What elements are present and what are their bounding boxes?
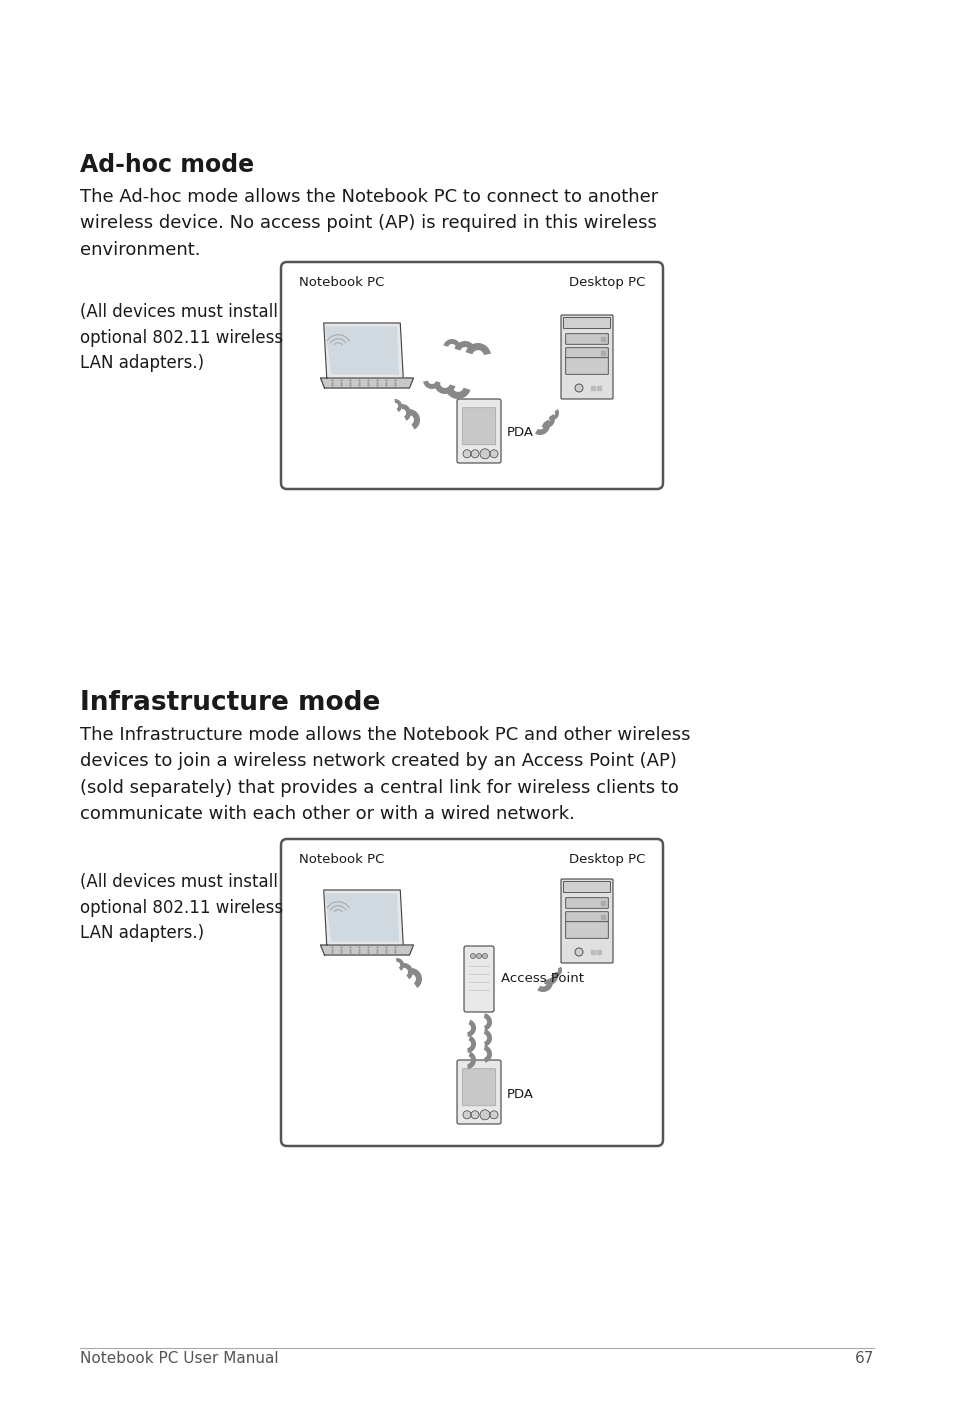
Polygon shape xyxy=(395,959,403,971)
Polygon shape xyxy=(454,340,476,352)
Circle shape xyxy=(476,953,481,959)
FancyBboxPatch shape xyxy=(456,398,500,464)
Circle shape xyxy=(462,450,471,458)
Polygon shape xyxy=(445,387,470,398)
Circle shape xyxy=(482,953,487,959)
Polygon shape xyxy=(541,414,555,428)
Circle shape xyxy=(470,953,475,959)
Text: Notebook PC: Notebook PC xyxy=(298,277,384,289)
Polygon shape xyxy=(483,1029,492,1046)
FancyBboxPatch shape xyxy=(565,333,608,345)
FancyBboxPatch shape xyxy=(565,357,608,374)
Polygon shape xyxy=(323,323,403,379)
Polygon shape xyxy=(323,891,403,944)
Polygon shape xyxy=(535,420,550,435)
Polygon shape xyxy=(467,1035,476,1054)
Polygon shape xyxy=(465,343,490,354)
Polygon shape xyxy=(402,963,413,980)
Polygon shape xyxy=(543,971,558,986)
FancyBboxPatch shape xyxy=(463,946,494,1012)
Polygon shape xyxy=(434,384,455,394)
FancyBboxPatch shape xyxy=(456,1061,500,1124)
FancyBboxPatch shape xyxy=(565,922,608,939)
FancyBboxPatch shape xyxy=(462,1069,495,1106)
Circle shape xyxy=(575,384,582,391)
Circle shape xyxy=(490,450,497,458)
Text: 67: 67 xyxy=(854,1351,873,1366)
Text: The Ad-hoc mode allows the Notebook PC to connect to another
wireless device. No: The Ad-hoc mode allows the Notebook PC t… xyxy=(80,189,658,259)
FancyBboxPatch shape xyxy=(565,912,608,922)
FancyBboxPatch shape xyxy=(565,898,608,909)
Text: Desktop PC: Desktop PC xyxy=(568,854,644,866)
Circle shape xyxy=(479,450,490,459)
FancyBboxPatch shape xyxy=(563,882,610,892)
Text: Ad-hoc mode: Ad-hoc mode xyxy=(80,153,253,177)
Text: PDA: PDA xyxy=(506,1088,534,1100)
Circle shape xyxy=(479,1110,490,1120)
Polygon shape xyxy=(483,1014,492,1031)
Polygon shape xyxy=(537,977,553,993)
FancyBboxPatch shape xyxy=(281,839,662,1146)
Polygon shape xyxy=(320,944,413,954)
Text: (All devices must install
optional 802.11 wireless
LAN adapters.): (All devices must install optional 802.1… xyxy=(80,303,283,373)
Polygon shape xyxy=(423,380,440,389)
Circle shape xyxy=(462,1110,471,1119)
Polygon shape xyxy=(483,1045,492,1062)
Circle shape xyxy=(471,1110,478,1119)
Polygon shape xyxy=(443,339,460,347)
Polygon shape xyxy=(408,408,419,430)
Polygon shape xyxy=(551,967,561,977)
FancyBboxPatch shape xyxy=(462,408,495,445)
FancyBboxPatch shape xyxy=(565,347,608,359)
FancyBboxPatch shape xyxy=(563,318,610,329)
Text: PDA: PDA xyxy=(506,427,534,440)
FancyBboxPatch shape xyxy=(281,262,662,489)
Text: Notebook PC: Notebook PC xyxy=(298,854,384,866)
Polygon shape xyxy=(467,1020,476,1037)
Text: Access Point: Access Point xyxy=(500,971,583,984)
Circle shape xyxy=(490,1110,497,1119)
Polygon shape xyxy=(401,404,411,421)
FancyBboxPatch shape xyxy=(560,879,613,963)
Circle shape xyxy=(575,949,582,956)
Polygon shape xyxy=(395,398,401,413)
Text: (All devices must install
optional 802.11 wireless
LAN adapters.): (All devices must install optional 802.1… xyxy=(80,873,283,943)
Text: The Infrastructure mode allows the Notebook PC and other wireless
devices to joi: The Infrastructure mode allows the Noteb… xyxy=(80,726,690,824)
Circle shape xyxy=(471,450,478,458)
Polygon shape xyxy=(548,410,558,420)
Polygon shape xyxy=(467,1052,476,1069)
Text: Notebook PC User Manual: Notebook PC User Manual xyxy=(80,1351,278,1366)
Text: Desktop PC: Desktop PC xyxy=(568,277,644,289)
Polygon shape xyxy=(409,968,421,988)
Polygon shape xyxy=(325,893,397,942)
Polygon shape xyxy=(325,328,397,374)
Text: Infrastructure mode: Infrastructure mode xyxy=(80,691,380,716)
Polygon shape xyxy=(320,379,413,389)
FancyBboxPatch shape xyxy=(560,315,613,398)
